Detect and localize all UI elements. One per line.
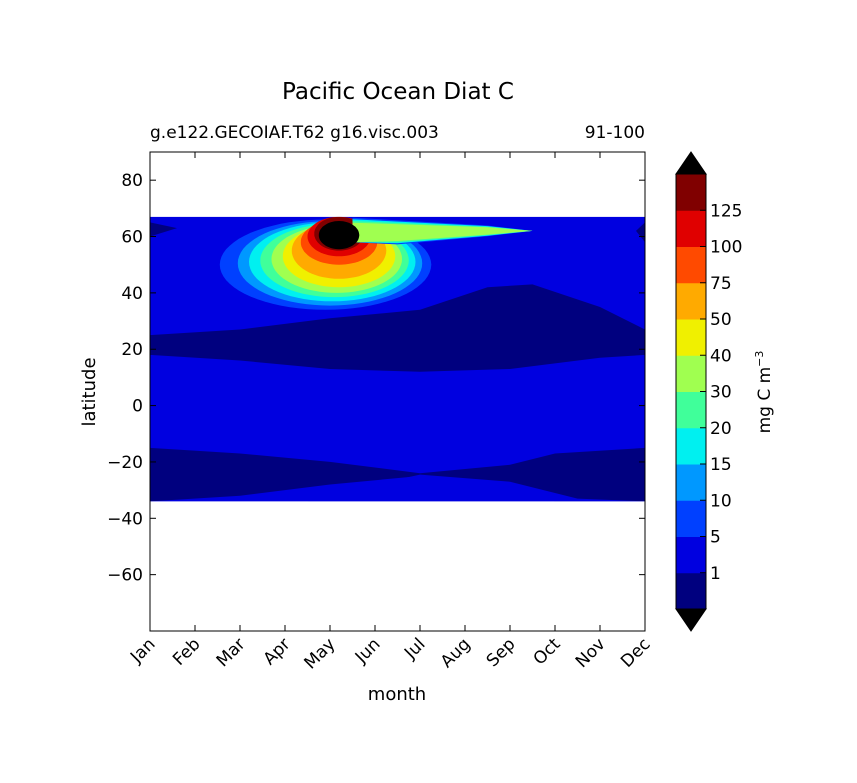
- colorbar-extend-max: [675, 151, 707, 175]
- x-tick-label: Jun: [351, 634, 385, 668]
- x-tick-label: Oct: [530, 634, 565, 669]
- colorbar-tick-label: 10: [710, 491, 732, 511]
- colorbar-swatch: [676, 319, 706, 356]
- colorbar-swatch: [676, 500, 706, 537]
- chart-subtitle-right: 91-100: [585, 123, 645, 143]
- colorbar-tick-label: 40: [710, 346, 732, 366]
- colorbar-swatch: [676, 355, 706, 392]
- colorbar-tick-label: 1: [710, 564, 721, 584]
- colorbar-swatch: [676, 282, 706, 320]
- x-tick-label: Apr: [260, 634, 295, 669]
- y-axis: 80 60 40 20 0 −20 −40 −60: [107, 171, 645, 586]
- y-tick-label: −60: [107, 566, 143, 586]
- plot-area: [149, 151, 646, 632]
- colorbar-swatch: [676, 210, 706, 247]
- y-tick-label: −20: [107, 453, 143, 473]
- colorbar-tick-label: 75: [710, 274, 732, 294]
- colorbar-swatch: [676, 246, 706, 284]
- colorbar-swatch: [676, 464, 706, 501]
- x-tick-label: Nov: [572, 634, 610, 672]
- contour-fill-layer: [150, 152, 645, 631]
- colorbar-swatch: [676, 572, 706, 610]
- plot-frame: [149, 151, 646, 632]
- y-tick-label: 40: [121, 284, 143, 304]
- contour-tail-3: [352, 222, 533, 243]
- y-tick-label: 0: [132, 397, 143, 417]
- x-tick-label: Feb: [169, 634, 204, 669]
- y-tick-label: 20: [121, 340, 143, 360]
- colorbar-label-text: mg C m: [755, 367, 775, 434]
- colorbar-swatch: [676, 427, 706, 465]
- x-tick-label: Dec: [617, 634, 654, 671]
- colorbar-tick-label: 20: [710, 419, 732, 439]
- x-tick-label: Mar: [213, 634, 250, 671]
- x-tick-label: Aug: [437, 634, 475, 672]
- contour-no-data-south: [150, 501, 645, 631]
- y-axis-label: latitude: [79, 357, 100, 426]
- chart-subtitle-left: g.e122.GECOIAF.T62 g16.visc.003: [150, 123, 439, 143]
- x-tick-label: Sep: [483, 634, 520, 671]
- chart-title: Pacific Ocean Diat C: [282, 79, 514, 105]
- x-tick-label: May: [301, 634, 340, 673]
- y-tick-label: 80: [121, 171, 143, 191]
- colorbar-tick-label: 100: [710, 238, 742, 258]
- y-tick-label: 60: [121, 228, 143, 248]
- colorbar-tick-label: 15: [710, 455, 732, 475]
- colorbar-tick-label: 50: [710, 310, 732, 330]
- x-tick-label: Jan: [126, 634, 159, 667]
- colorbar-swatch: [676, 391, 706, 429]
- contour-corner-low: [150, 222, 177, 237]
- colorbar-swatch: [676, 536, 706, 574]
- colorbar-tick-label: 5: [710, 528, 721, 548]
- x-tick-label: Jul: [400, 634, 429, 663]
- contour-corner-low-right: [636, 222, 645, 243]
- colorbar-tick-label: 125: [710, 201, 742, 221]
- contour-north-low: [150, 284, 645, 372]
- colorbar-swatch: [676, 174, 706, 211]
- x-axis-label: month: [368, 684, 426, 705]
- colorbar-tick-label: 30: [710, 383, 732, 403]
- colorbar-label-superscript: −3: [753, 351, 766, 367]
- y-tick-label: −40: [107, 509, 143, 529]
- colorbar-label: mg C m−3: [753, 351, 775, 434]
- contour-bloom-core: [318, 221, 360, 250]
- contour-south-notch: [307, 474, 645, 502]
- colorbar-extend-min: [675, 608, 707, 632]
- contour-no-data-north: [150, 152, 645, 217]
